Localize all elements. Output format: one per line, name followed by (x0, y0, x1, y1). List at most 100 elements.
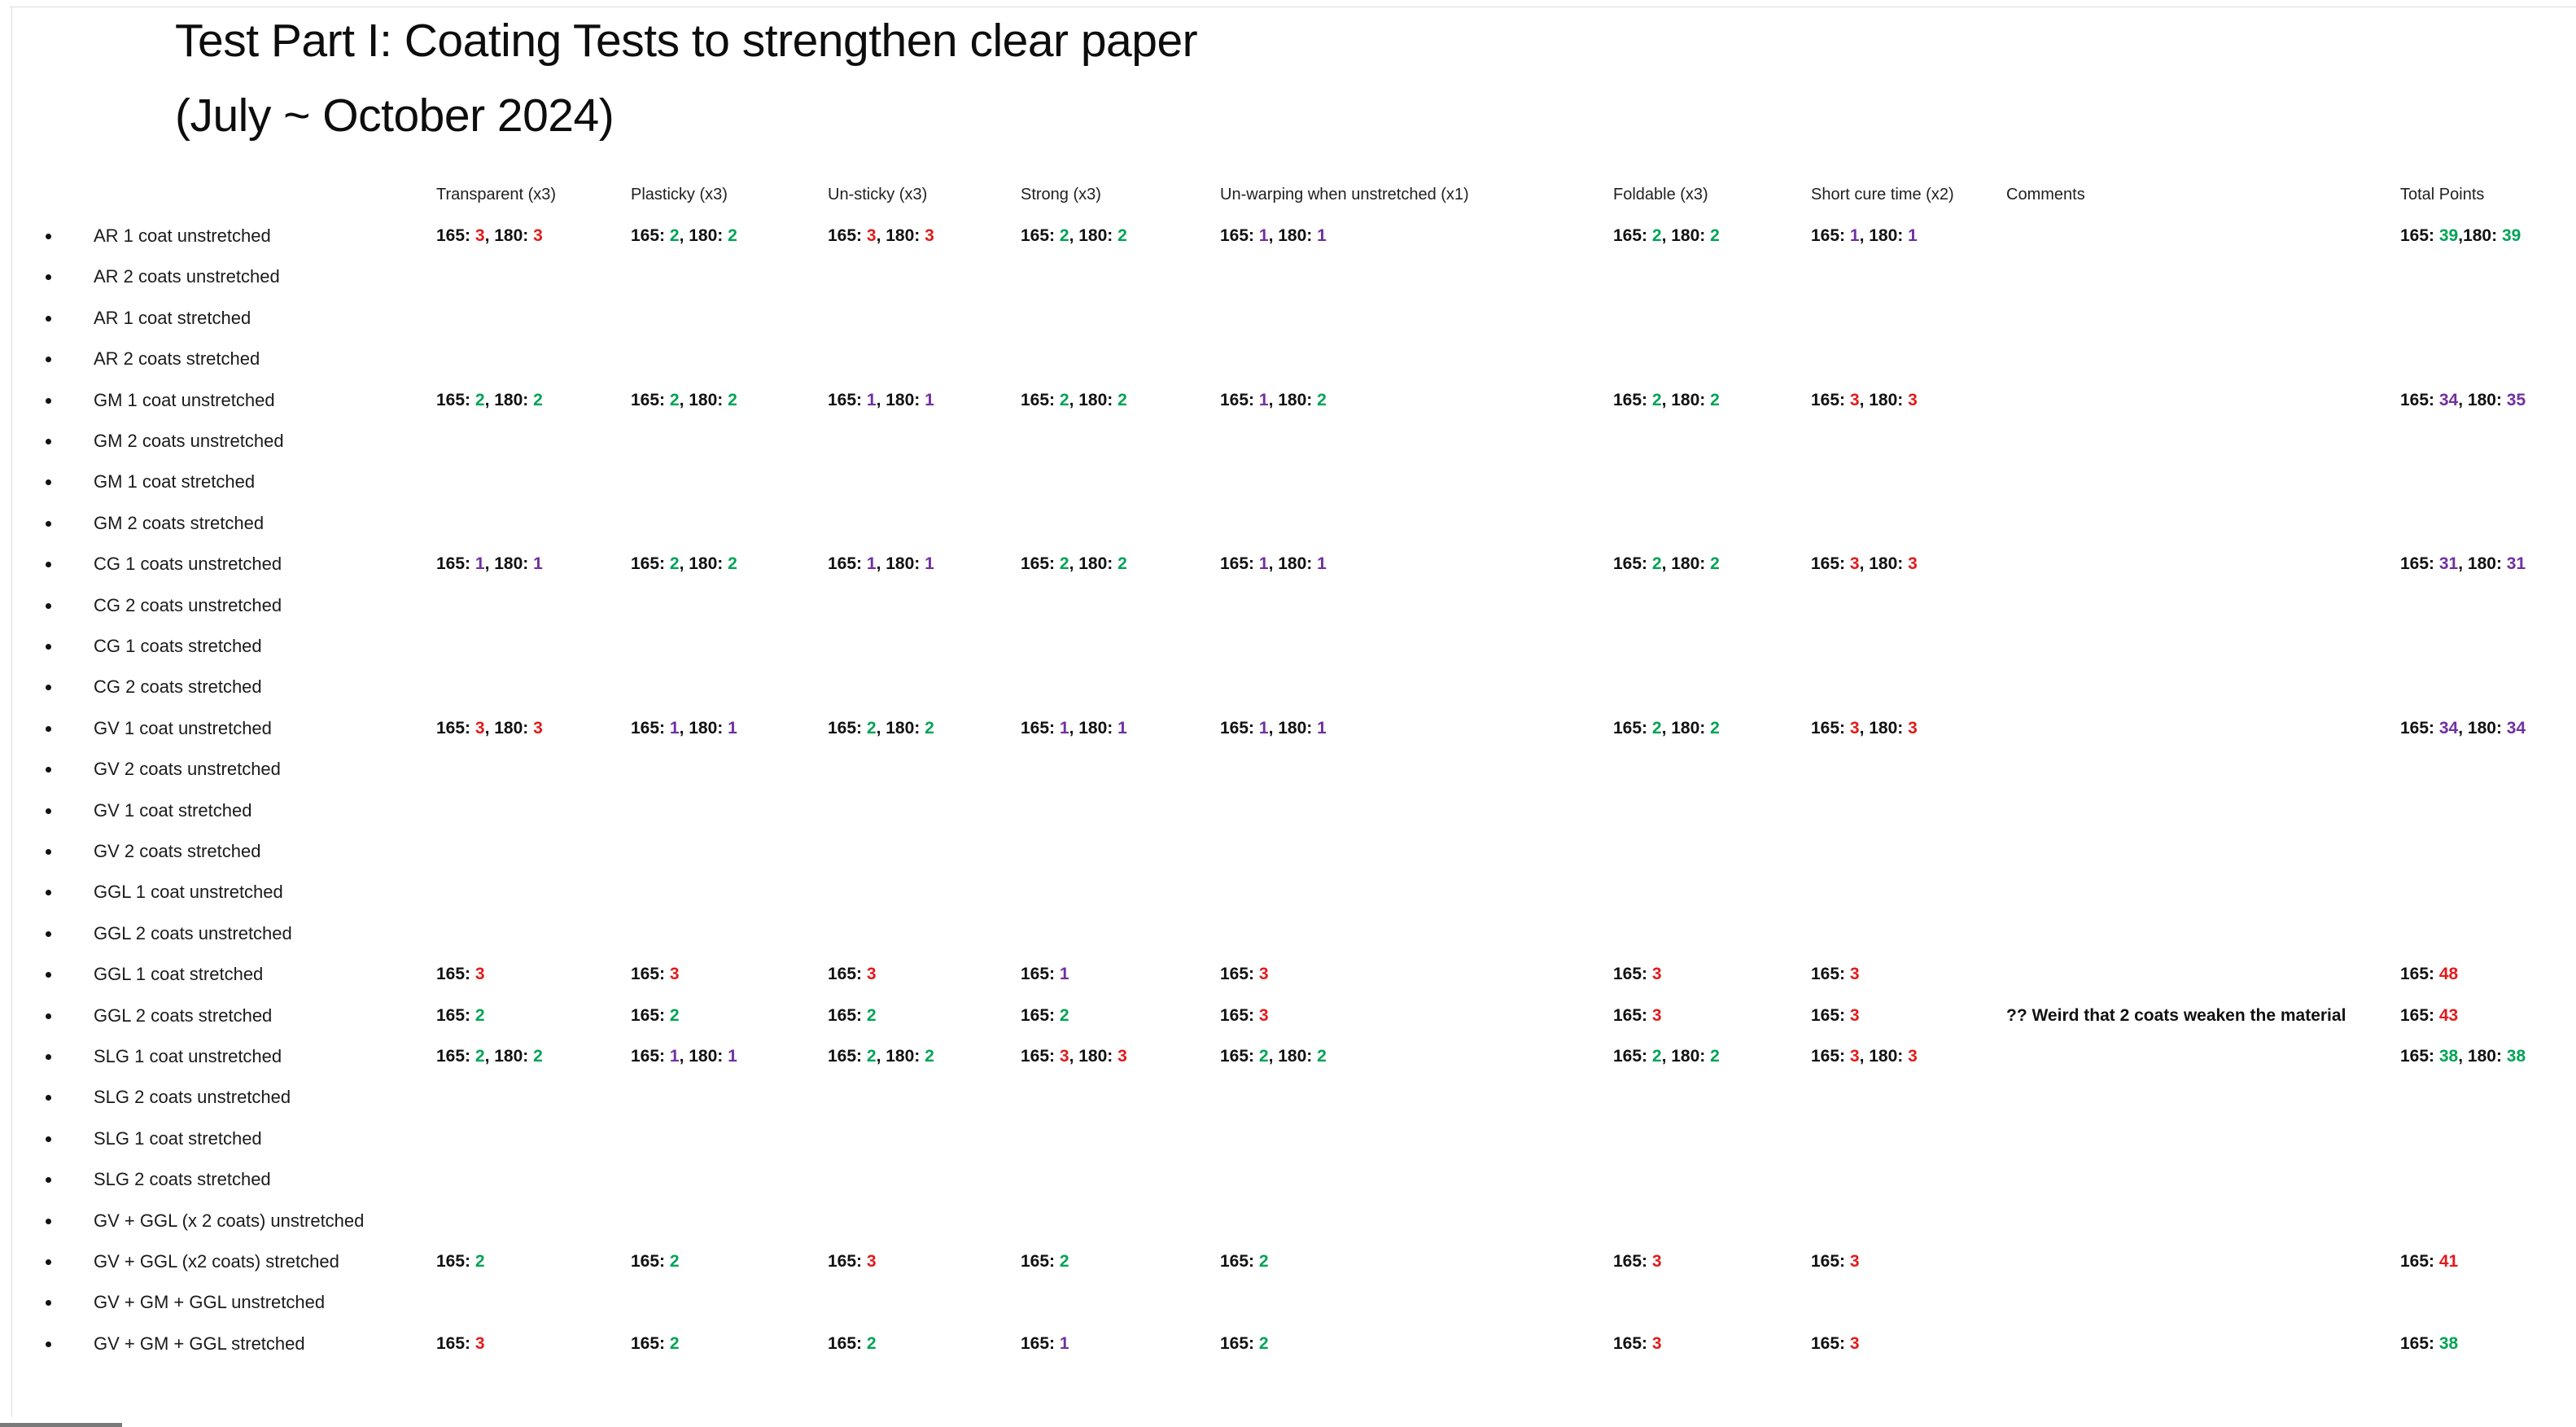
row-label: CG 1 coats unstretched (94, 554, 282, 574)
score-value: 3 (1849, 1334, 1860, 1353)
total-points-cell: 165: 38 (2400, 1324, 2458, 1364)
score-value: 2 (1710, 719, 1720, 738)
temperature-label: , 180: (1268, 719, 1318, 738)
table-row: CG 1 coats unstretched 165: 1, 180: 1 165:… (0, 544, 2576, 584)
score-cell: 165: 1, 180: 1 (1021, 708, 1127, 749)
table-row: SLG 2 coats stretched (0, 1159, 2576, 1200)
column-header: Comments (2006, 186, 2085, 204)
table-row: CG 2 coats unstretched (0, 585, 2576, 626)
row-label: CG 2 coats unstretched (94, 595, 282, 615)
temperature-label: , 180: (484, 226, 534, 245)
score-value: 2 (1651, 554, 1662, 573)
column-header: Short cure time (x2) (1811, 186, 1954, 204)
temperature-label: 165: (631, 719, 670, 738)
score-cell: 165: 2, 180: 2 (631, 544, 737, 584)
score-value: 3 (1849, 1252, 1860, 1271)
temperature-label: 165: (1021, 1047, 1060, 1066)
table-row: AR 2 coats unstretched (0, 256, 2576, 297)
bullet-icon (46, 1136, 51, 1142)
table-row: GGL 1 coat unstretched (0, 872, 2576, 913)
bullet-icon (46, 1342, 51, 1347)
score-cell: 165: 1 (1021, 954, 1069, 995)
score-cell: 165: 2, 180: 2 (1613, 380, 1720, 421)
temperature-label: 165: (1021, 554, 1060, 573)
score-value: 1 (1908, 226, 1918, 245)
total-points-cell: 165: 31, 180: 31 (2400, 544, 2526, 584)
column-header: Transparent (x3) (436, 186, 557, 204)
score-value: 1 (1059, 1334, 1069, 1353)
table-row: AR 1 coat stretched (0, 298, 2576, 339)
temperature-label: , 180: (1069, 391, 1118, 409)
bullet-icon (46, 398, 51, 404)
temperature-label: 165: (1220, 1006, 1259, 1025)
temperature-label: 165: (1220, 719, 1259, 738)
score-value: 1 (1117, 719, 1127, 738)
score-value: 2 (1710, 226, 1720, 245)
score-cell: 165: 3 (828, 1241, 877, 1282)
score-value: 2 (1710, 554, 1720, 573)
temperature-label: 165: (1613, 226, 1652, 245)
score-value: 3 (1849, 719, 1860, 738)
score-cell: 165: 3 (1220, 954, 1269, 995)
score-cell: 165: 2, 180: 2 (1613, 216, 1720, 256)
row-label: GV + GM + GGL unstretched (94, 1292, 326, 1312)
bullet-icon (46, 1095, 51, 1101)
temperature-label: 165: (631, 391, 670, 409)
temperature-label: , 180: (484, 391, 534, 409)
score-value: 1 (533, 554, 543, 573)
temperature-label: 165: (436, 719, 475, 738)
temperature-label: 165: (1613, 1252, 1652, 1271)
table-row: AR 2 coats stretched (0, 339, 2576, 379)
score-value: 1 (866, 554, 877, 573)
score-value: 2 (1059, 1252, 1069, 1271)
score-value: 2 (669, 554, 680, 573)
score-value: 3 (475, 1334, 485, 1353)
score-value: 3 (1849, 1047, 1860, 1066)
bullet-icon (46, 1259, 51, 1265)
temperature-label: , 180: (1859, 719, 1909, 738)
score-cell: 165: 2 (1021, 1241, 1069, 1282)
score-value: 2 (1710, 1047, 1720, 1066)
page-title-line2: (July ~ October 2024) (175, 90, 614, 142)
comment-cell: ?? Weird that 2 coats weaken the materia… (2006, 1006, 2346, 1025)
temperature-label: , 180: (2458, 719, 2507, 738)
score-cell: 165: 2, 180: 2 (436, 1036, 543, 1077)
total-points-cell: 165: 39,180: 39 (2400, 216, 2521, 256)
score-cell: 165: 2 (1220, 1241, 1269, 1282)
score-value: 3 (1651, 965, 1662, 983)
temperature-label: , 180: (1268, 1047, 1318, 1066)
temperature-label: , 180: (1268, 226, 1318, 245)
score-value: 2 (1258, 1047, 1269, 1066)
score-cell: 165: 3 (1613, 1324, 1662, 1364)
score-cell: 165: 3 (631, 954, 680, 995)
temperature-label: , 180: (1661, 391, 1711, 409)
temperature-label: , 180: (679, 391, 728, 409)
temperature-label: 165: (2400, 554, 2439, 573)
score-cell: 165: 1, 180: 1 (1811, 216, 1918, 256)
temperature-label: , 180: (1268, 391, 1318, 409)
row-label: GV 1 coat unstretched (94, 718, 272, 738)
score-value: 34 (2438, 719, 2459, 738)
row-label: GM 1 coat stretched (94, 471, 256, 492)
score-value: 2 (1651, 226, 1662, 245)
temperature-label: , 180: (679, 554, 728, 573)
score-value: 2 (866, 1334, 877, 1353)
temperature-label: 165: (631, 1252, 670, 1271)
score-value: 1 (728, 1047, 737, 1066)
score-value: 3 (1908, 719, 1918, 738)
bullet-icon (46, 439, 51, 444)
temperature-label: 165: (1021, 719, 1060, 738)
score-cell: 165: 1, 180: 1 (1220, 544, 1327, 584)
bullet-icon (46, 767, 51, 773)
score-value: 2 (1059, 1006, 1069, 1025)
score-value: 38 (2438, 1047, 2459, 1066)
temperature-label: 165: (631, 1334, 670, 1353)
temperature-label: , 180: (876, 226, 925, 245)
column-header: Un-warping when unstretched (x1) (1220, 186, 1469, 204)
score-value: 34 (2506, 719, 2526, 738)
score-cell: 165: 2, 180: 2 (828, 708, 934, 749)
row-label: GV + GM + GGL stretched (94, 1333, 305, 1354)
row-label: GM 2 coats stretched (94, 513, 265, 533)
temperature-label: 165: (828, 554, 867, 573)
temperature-label: 165: (436, 1252, 475, 1271)
